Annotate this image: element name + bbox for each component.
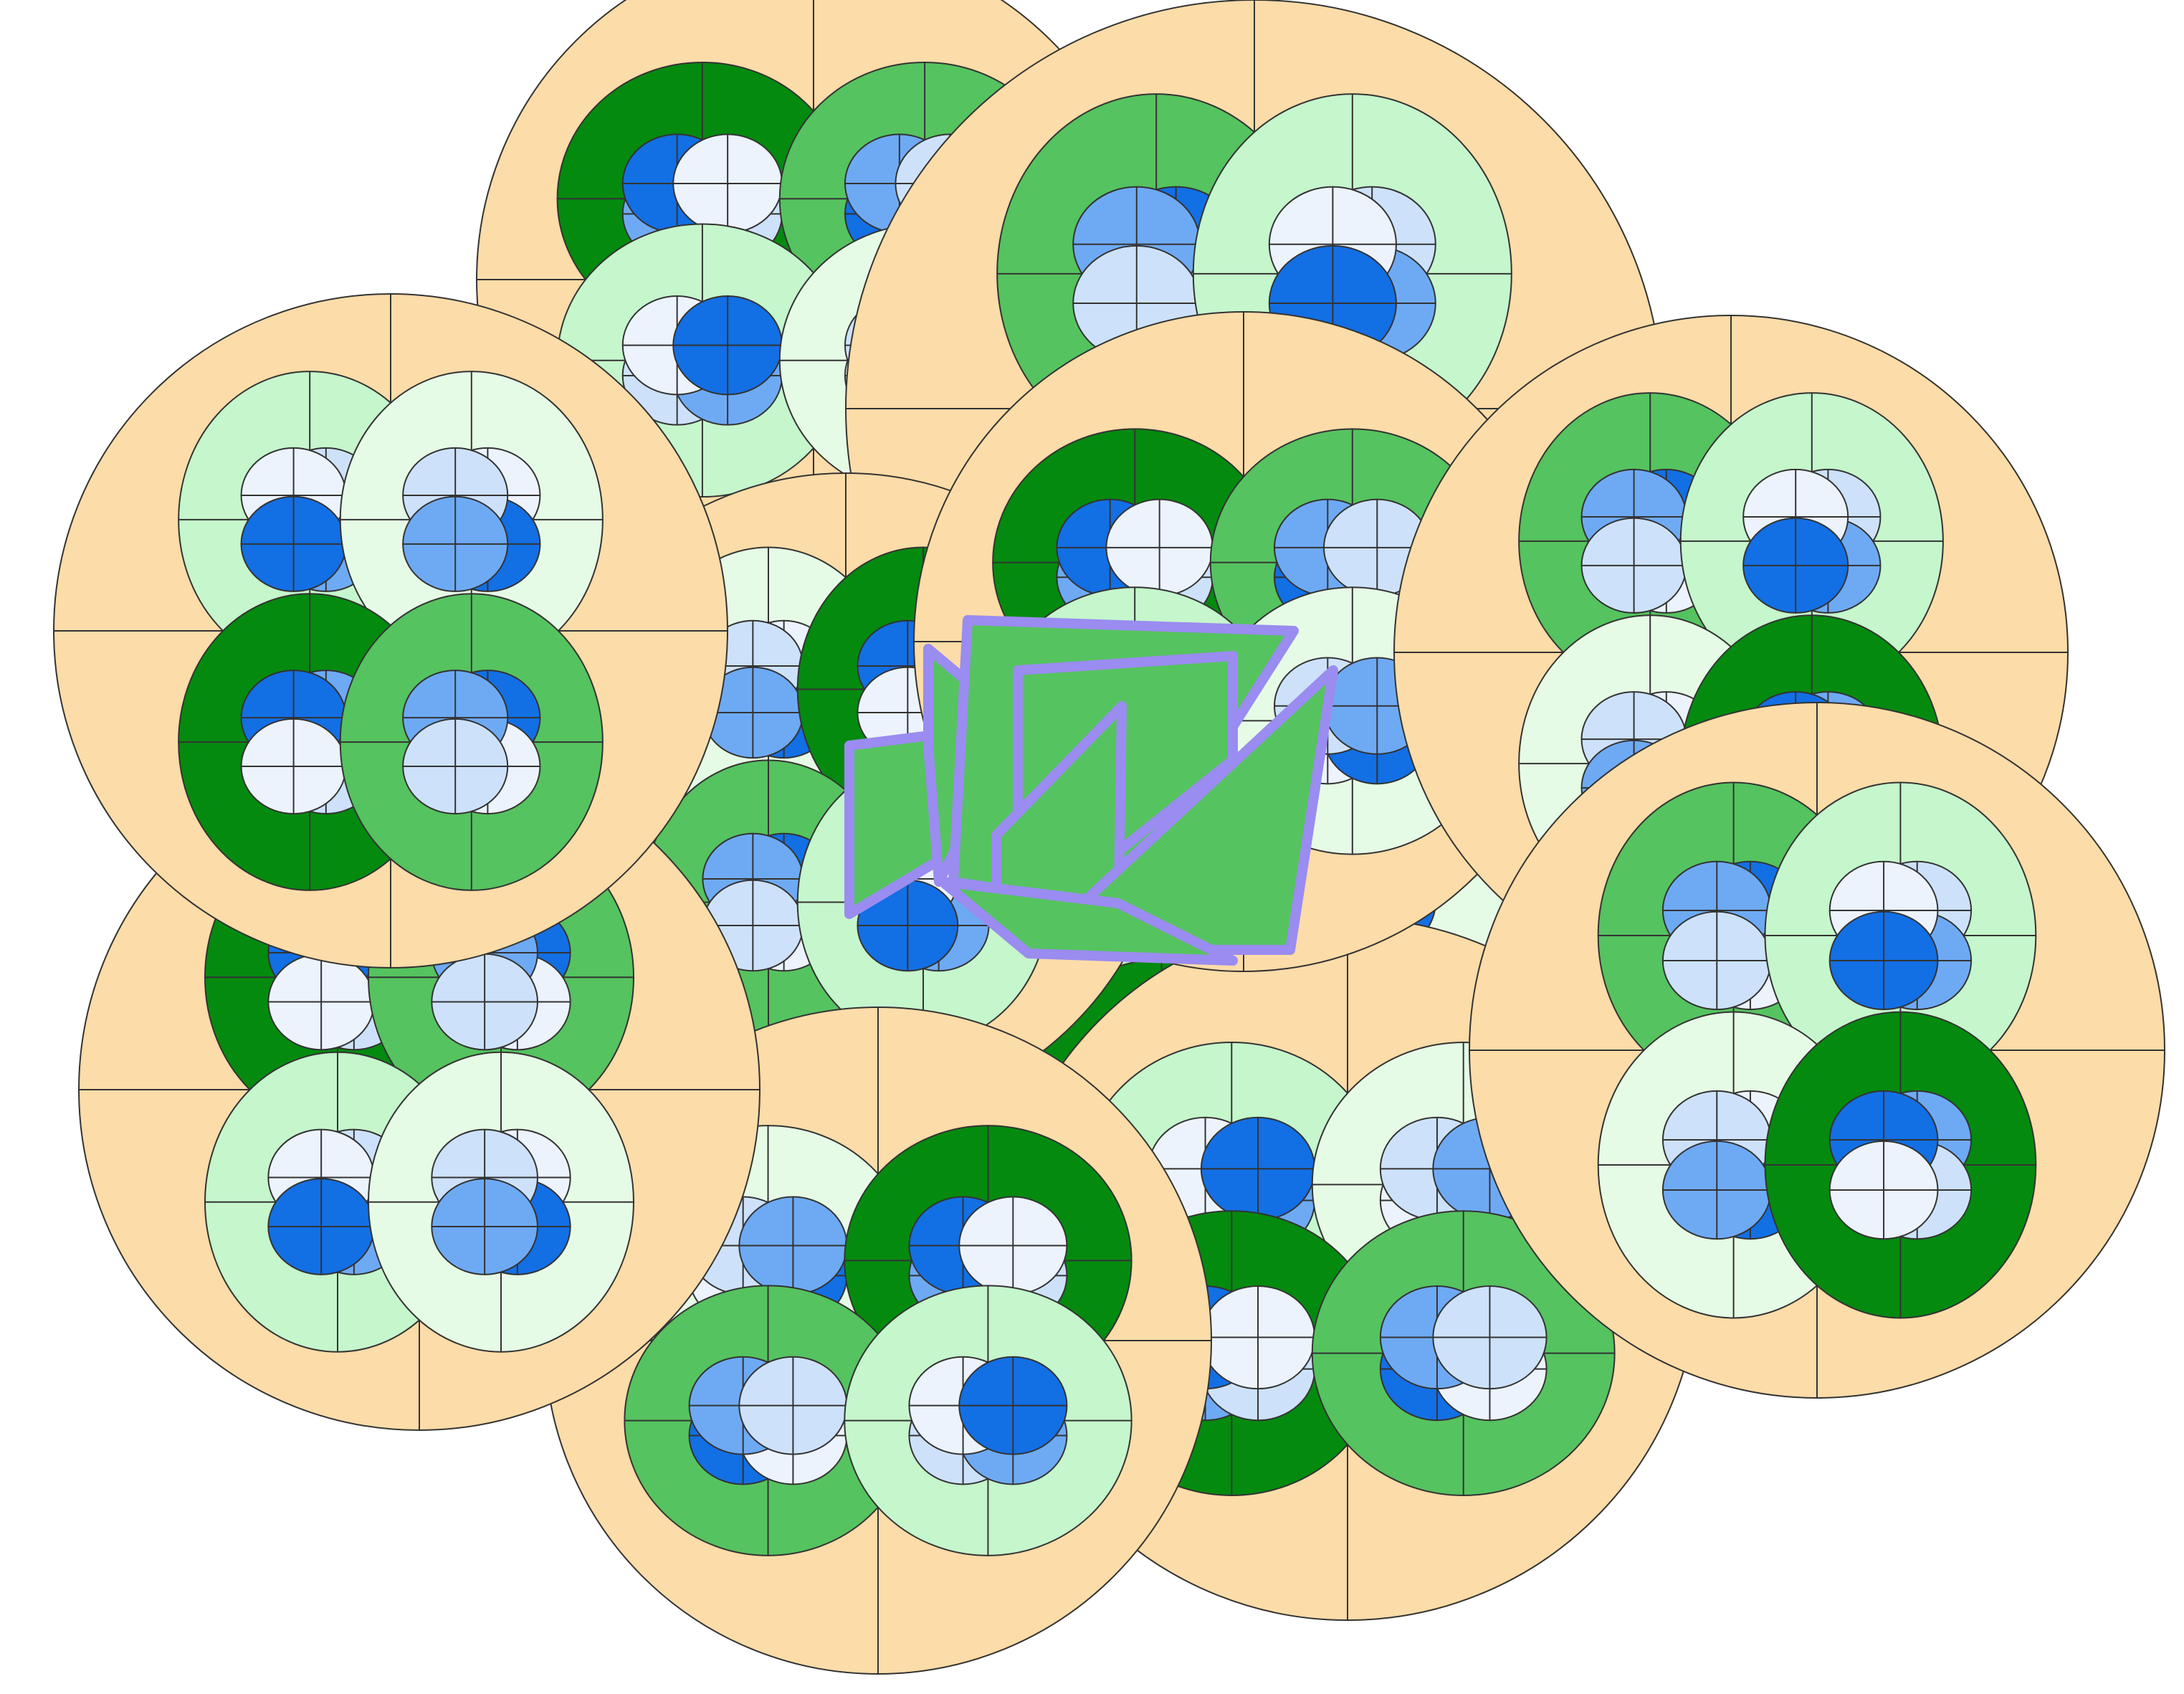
blue-blob-2 xyxy=(1828,860,1973,1011)
blue-blob-4 xyxy=(1828,1090,1973,1240)
cluster-right xyxy=(1469,702,2165,1399)
circle-clusters xyxy=(53,0,2165,1675)
blue-blob-2 xyxy=(402,447,541,592)
blue-blob-1 xyxy=(1056,498,1213,627)
cluster-upper-left xyxy=(53,293,728,969)
blue-blob-1 xyxy=(702,619,835,759)
blue-blob-3 xyxy=(688,1356,848,1485)
blue-blob-3 xyxy=(621,295,783,426)
folded-green-polygons xyxy=(844,615,1338,966)
blue-blob-2 xyxy=(1742,468,1882,614)
blue-blob-4 xyxy=(908,1356,1068,1485)
green-fold-7 xyxy=(938,877,1238,966)
blue-blob-4 xyxy=(402,670,541,815)
blue-blob-4 xyxy=(431,1128,571,1275)
blue-blob-4 xyxy=(1379,1285,1548,1422)
